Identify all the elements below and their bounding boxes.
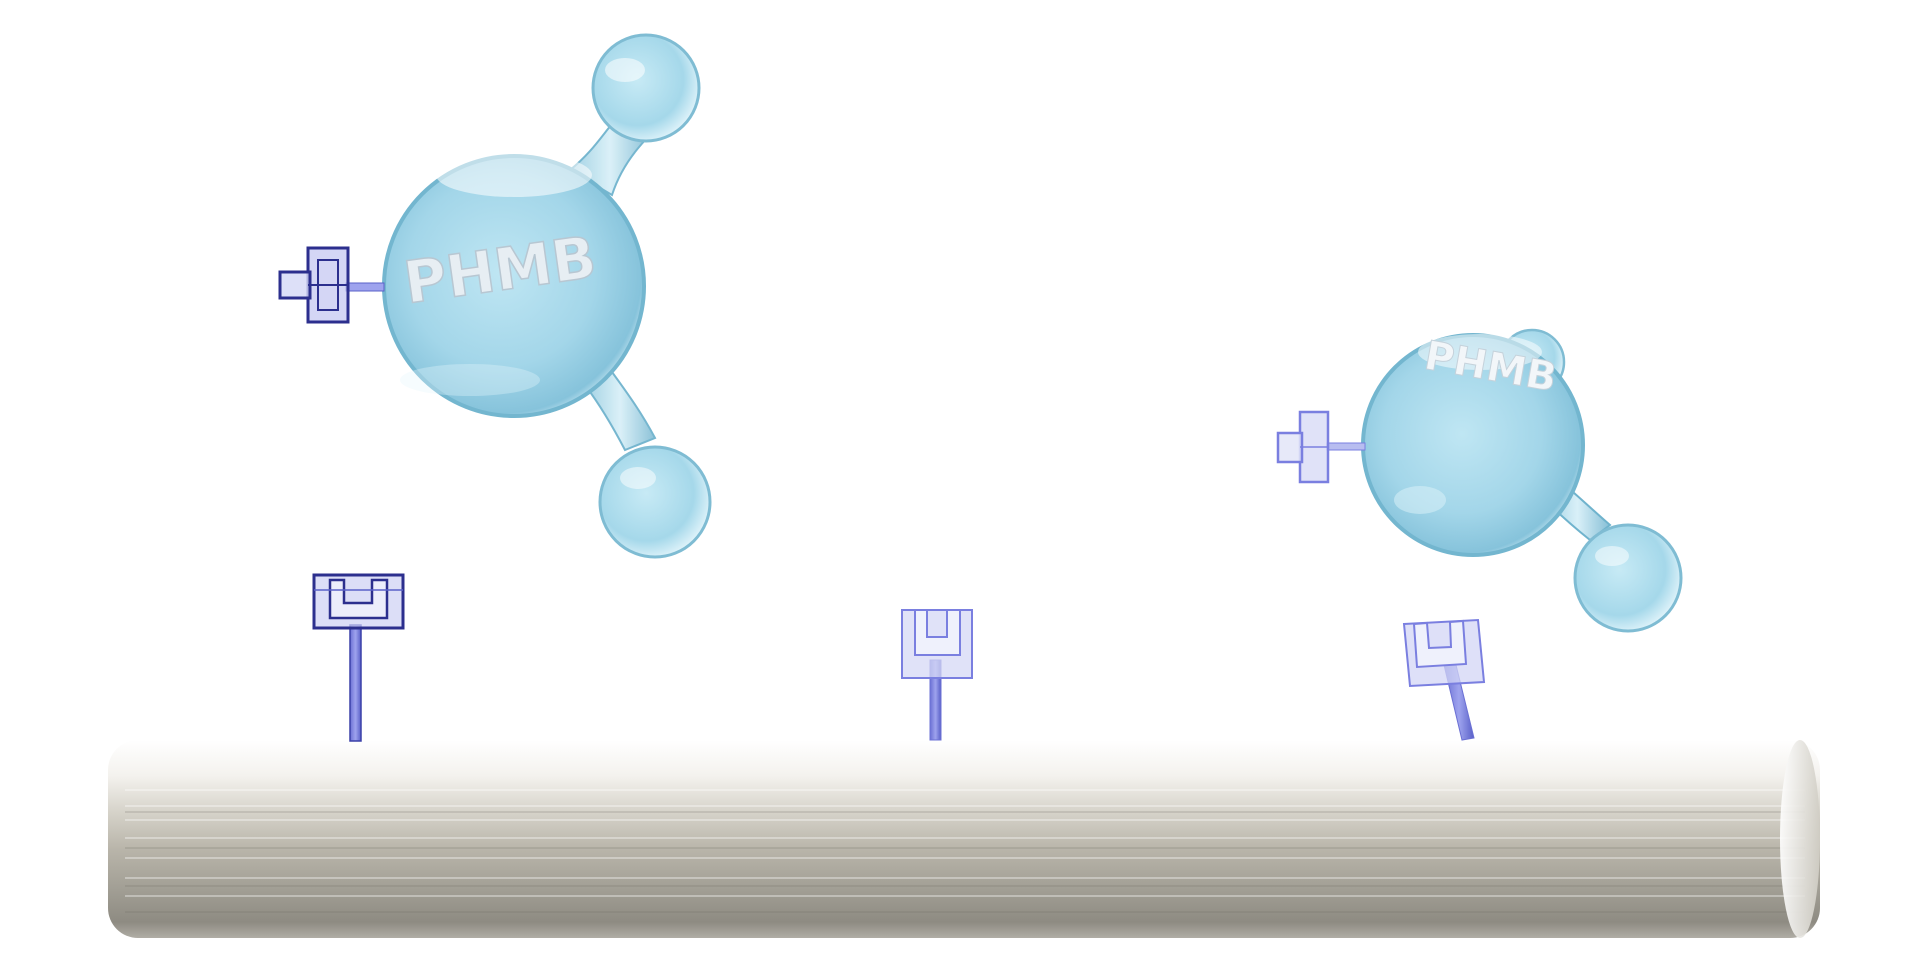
molecule-anchor-icon xyxy=(1276,410,1330,484)
receptor-socket-icon xyxy=(312,573,405,742)
molecule-anchor-icon xyxy=(278,246,350,324)
fiber-cylinder-icon xyxy=(108,740,1820,938)
phmb-molecule-icon: PHMB xyxy=(1276,328,1683,633)
receptor-socket-icon xyxy=(901,609,973,741)
receptor-socket-icon xyxy=(1402,618,1486,741)
phmb-molecule-icon: PHMB xyxy=(278,33,712,559)
